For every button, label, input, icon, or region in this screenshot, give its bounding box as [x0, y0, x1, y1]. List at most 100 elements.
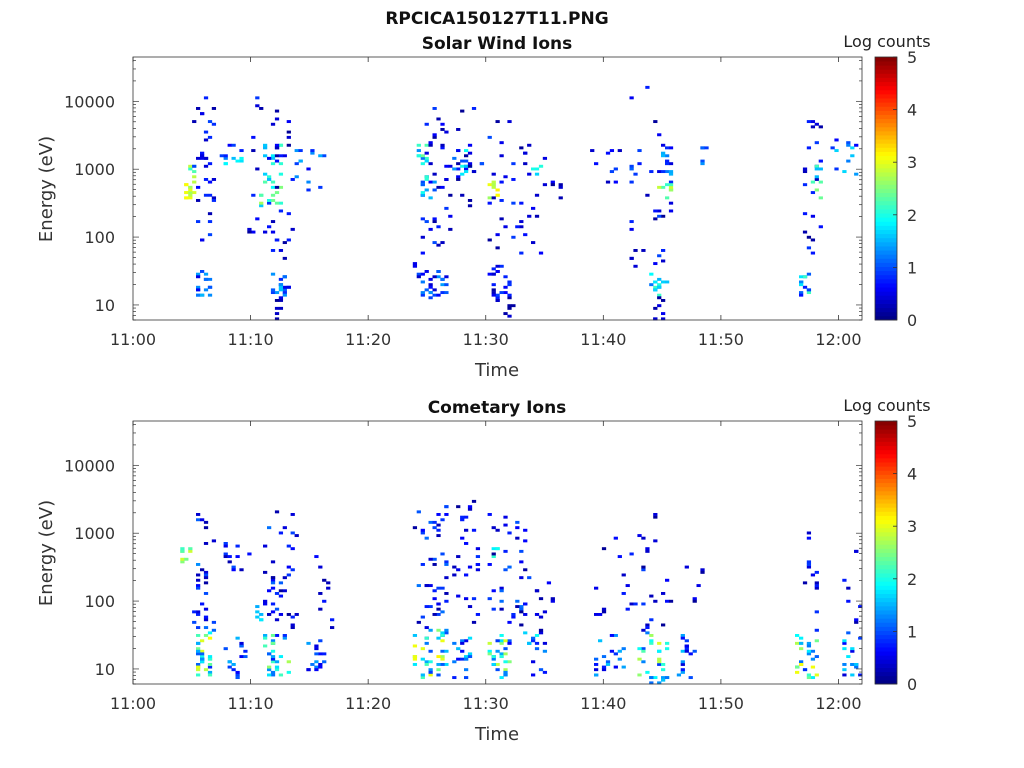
spectrogram-cell [200, 156, 205, 160]
spectrogram-cell [668, 599, 674, 603]
spectrogram-cell [649, 641, 654, 645]
spectrogram-cell [806, 563, 812, 566]
colorbar-segment [875, 470, 897, 475]
spectrogram-cell [795, 641, 800, 645]
colorbar-segment [875, 556, 897, 562]
spectrogram-cell [211, 196, 217, 200]
spectrogram-cell [440, 128, 445, 131]
spectrogram-cell [684, 565, 689, 569]
spectrogram-cell [499, 589, 504, 593]
spectrogram-cell [432, 293, 437, 297]
spectrogram-cell [278, 249, 284, 252]
spectrogram-cell [511, 178, 516, 181]
spectrogram-cell [239, 641, 244, 645]
spectrogram-cell [621, 647, 626, 651]
spectrogram-cell [467, 652, 473, 656]
spectrogram-cell [286, 670, 291, 674]
spectrogram-cell [456, 175, 461, 179]
spectrogram-cell [495, 296, 500, 300]
spectrogram-cell [436, 243, 441, 247]
spectrogram-cell [444, 631, 449, 635]
colorbar-segment [875, 196, 897, 202]
spectrogram-cell [641, 568, 646, 572]
spectrogram-cell [495, 193, 500, 197]
spectrogram-cell [680, 636, 685, 640]
spectrogram-cell [286, 135, 291, 139]
spectrogram-cell [207, 180, 213, 184]
spectrogram-cell [842, 663, 847, 666]
spectrogram-cell [467, 162, 473, 166]
spectrogram-cell [657, 649, 662, 653]
spectrogram-cell [259, 618, 264, 622]
spectrogram-cell [318, 565, 323, 569]
spectrogram-cell [456, 162, 461, 166]
spectrogram-cell [416, 275, 421, 279]
spectrogram-cell [211, 539, 217, 543]
spectrogram-cell [613, 652, 618, 656]
spectrogram-cell [479, 162, 485, 166]
spectrogram-cell [235, 673, 240, 677]
spectrogram-cell [810, 125, 816, 129]
spectrogram-cell [286, 120, 291, 124]
spectrogram-cell [424, 122, 429, 126]
spectrogram-cell [806, 536, 812, 540]
spectrogram-cell [448, 214, 453, 218]
spectrogram-cell [290, 513, 295, 516]
spectrogram-cell [814, 586, 819, 590]
spectrogram-cell [499, 586, 504, 590]
spectrogram-cell [806, 288, 812, 292]
colorbar-segment [875, 445, 897, 451]
cometary-ions-panel: Cometary Ions Log counts Time Energy (eV… [36, 396, 931, 745]
spectrogram-cell [278, 296, 284, 300]
y-tick-label: 100 [84, 228, 115, 247]
spectrogram-cell [810, 214, 816, 218]
colorbar-segment [875, 307, 897, 313]
spectrogram-cell [255, 217, 260, 221]
spectrogram-cell [440, 122, 445, 126]
spectrogram-cell [270, 122, 276, 126]
spectrogram-cell [538, 628, 544, 632]
spectrogram-cell [270, 586, 276, 590]
spectrogram-cell [460, 193, 465, 197]
spectrogram-cell [680, 660, 685, 664]
spectrogram-cell [810, 676, 816, 680]
spectrogram-cell [448, 164, 453, 168]
spectrogram-cell [818, 225, 823, 229]
colorbar-segment [875, 577, 897, 582]
spectrogram-cell [653, 539, 658, 543]
colorbar-segment [875, 457, 897, 463]
spectrogram-cell [239, 159, 244, 163]
spectrogram-cell [680, 670, 685, 674]
spectrogram-cell [274, 146, 280, 150]
spectrogram-cell [420, 180, 425, 184]
spectrogram-cell [550, 180, 555, 184]
spectrogram-cell [322, 652, 327, 656]
colorbar-tick-label: 2 [907, 570, 917, 589]
spectrogram-cell [507, 314, 512, 318]
spectrogram-cell [270, 581, 276, 585]
spectrogram-cell [613, 167, 618, 171]
colorbar-tick-label: 1 [907, 622, 917, 641]
spectrogram-cell [665, 280, 670, 284]
spectrogram-cell [503, 515, 508, 519]
spectrogram-cell [846, 655, 851, 659]
colorbar-segment [875, 102, 897, 107]
spectrogram-cell [440, 610, 445, 614]
colorbar-segment [875, 527, 897, 533]
spectrogram-cell [270, 230, 276, 234]
spectrogram-cell [278, 201, 284, 205]
spectrogram-cell [200, 518, 205, 522]
spectrogram-cell [491, 196, 496, 200]
spectrogram-cell [471, 597, 477, 601]
colorbar-segment [875, 69, 897, 74]
colorbar-segment [875, 667, 897, 673]
spectrogram-cell [661, 317, 666, 321]
spectrogram-cell [207, 673, 213, 677]
colorbar-segment [875, 499, 897, 504]
spectrogram-cell [192, 175, 197, 179]
spectrogram-cell [270, 576, 276, 580]
spectrogram-cell [806, 291, 812, 295]
spectrogram-cell [428, 557, 433, 561]
spectrogram-cell [188, 185, 193, 189]
spectrogram-cells [184, 85, 859, 321]
